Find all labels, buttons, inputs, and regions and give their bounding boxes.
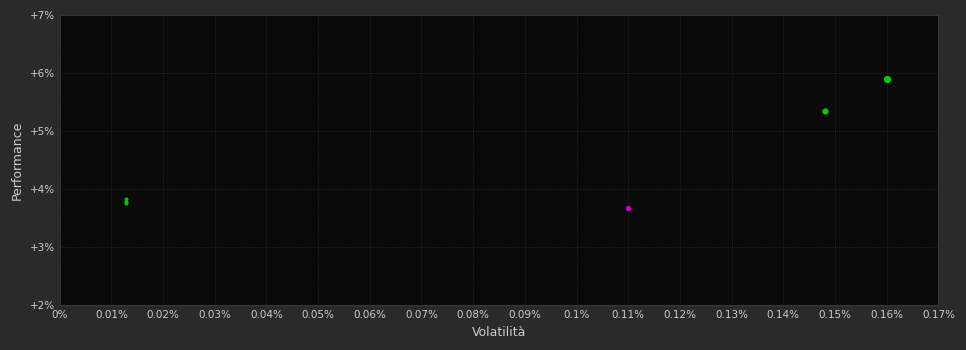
Point xyxy=(620,205,636,211)
Y-axis label: Performance: Performance xyxy=(12,121,24,200)
Point xyxy=(118,201,133,206)
Point xyxy=(118,199,133,204)
X-axis label: Volatilità: Volatilità xyxy=(471,326,526,339)
Point xyxy=(118,196,133,202)
Point xyxy=(879,76,895,82)
Point xyxy=(817,108,833,114)
